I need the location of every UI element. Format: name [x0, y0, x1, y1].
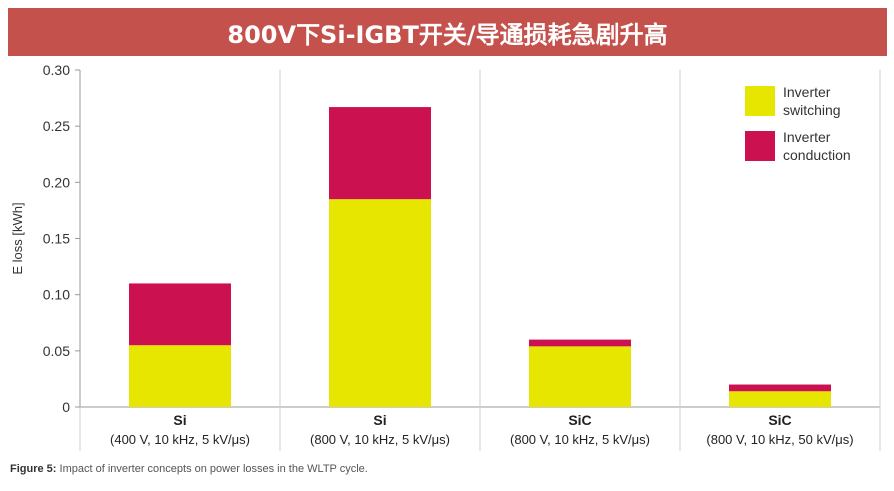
x-category-detail: (800 V, 10 kHz, 5 kV/μs): [510, 432, 650, 447]
bar-inverter-switching: [129, 345, 231, 407]
y-tick-label: 0.05: [43, 343, 70, 359]
x-category-detail: (800 V, 10 kHz, 50 kV/μs): [706, 432, 853, 447]
legend-label: Inverter: [783, 84, 831, 100]
legend-label: conduction: [783, 147, 851, 163]
y-tick-label: 0.15: [43, 231, 70, 247]
bar-inverter-conduction: [729, 384, 831, 392]
bar-inverter-conduction: [329, 107, 431, 200]
x-category-detail: (400 V, 10 kHz, 5 kV/μs): [110, 432, 250, 447]
x-category-name: Si: [373, 412, 386, 428]
y-axis-title: E loss [kWh]: [10, 202, 25, 274]
bar-inverter-switching: [729, 391, 831, 407]
bar-inverter-conduction: [529, 339, 631, 347]
title-banner: 800V下Si-IGBT开关/导通损耗急剧升高: [8, 8, 887, 56]
banner-title: 800V下Si-IGBT开关/导通损耗急剧升高: [227, 20, 668, 49]
bar-inverter-conduction: [129, 283, 231, 346]
legend-label: Inverter: [783, 129, 831, 145]
x-category-detail: (800 V, 10 kHz, 5 kV/μs): [310, 432, 450, 447]
y-tick-label: 0.10: [43, 287, 70, 303]
y-tick-label: 0.30: [43, 62, 70, 78]
bar-inverter-switching: [529, 346, 631, 407]
bar-inverter-switching: [329, 199, 431, 407]
legend-swatch: [745, 86, 775, 116]
legend-label: switching: [783, 102, 841, 118]
x-category-name: SiC: [568, 412, 591, 428]
stacked-bar-chart: 0 0.05 0.10 0.15 0.20 0.25 0.30 E loss [kWh] Si (…: [10, 62, 881, 451]
y-tick-label: 0.25: [43, 118, 70, 134]
x-category-name: Si: [173, 412, 186, 428]
caption-text: Impact of inverter concepts on power los…: [59, 463, 368, 475]
legend-swatch: [745, 131, 775, 161]
x-category-name: SiC: [768, 412, 791, 428]
y-tick-label: 0: [62, 399, 70, 415]
figure-caption: Figure 5: Impact of inverter concepts on…: [10, 463, 368, 475]
y-tick-label: 0.20: [43, 174, 70, 190]
caption-label: Figure 5:: [10, 463, 57, 475]
